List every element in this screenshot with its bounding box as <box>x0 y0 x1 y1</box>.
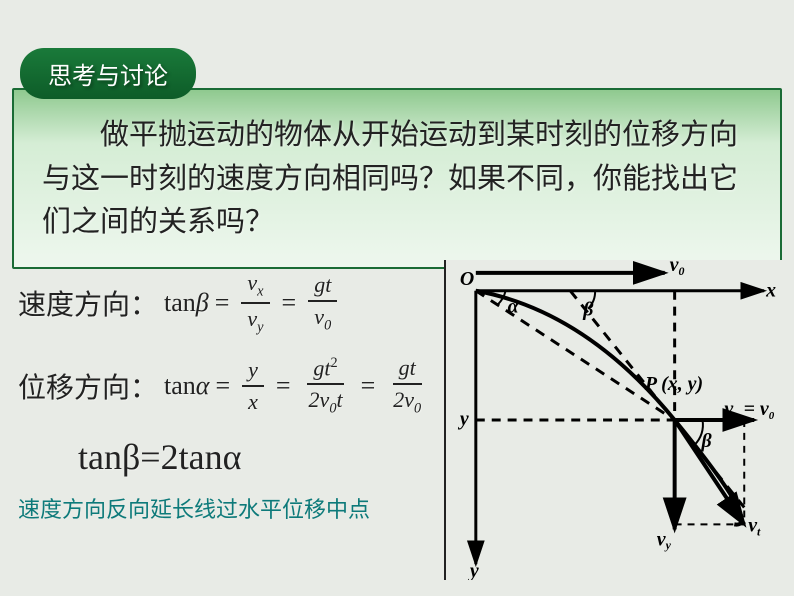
equals: = <box>361 371 376 401</box>
displacement-line <box>476 291 675 420</box>
v0-label: v0 <box>670 260 685 278</box>
displacement-label: 位移方向： <box>18 366 158 406</box>
result-equation: tanβ=2tanα <box>78 436 438 478</box>
p-label: P (x, y) <box>644 373 703 395</box>
equals: = <box>276 371 291 401</box>
x-label: x <box>765 280 776 302</box>
velocity-frac1: vx vy <box>241 270 269 337</box>
displacement-direction-row: 位移方向： tanα = y x = gt2 2v0t = gt 2v0 <box>18 355 438 418</box>
equals: = <box>282 288 297 318</box>
velocity-direction-row: 速度方向： tanβ = vx vy = gt v0 <box>18 270 438 337</box>
trajectory <box>476 291 742 525</box>
beta-label-p: β <box>700 430 712 452</box>
y-horiz-label: y <box>458 408 469 430</box>
velocity-label: 速度方向： <box>18 283 158 323</box>
origin-label: O <box>460 268 474 290</box>
velocity-lhs: tanβ <box>164 288 209 318</box>
equals: = <box>215 288 230 318</box>
vy-label: vy <box>657 528 672 552</box>
alpha-label: α <box>508 296 520 318</box>
equals: = <box>215 371 230 401</box>
formulas-area: 速度方向： tanβ = vx vy = gt v0 位移方向： tanα = … <box>18 270 438 524</box>
footnote: 速度方向反向延长线过水平位移中点 <box>18 492 438 524</box>
diagram-svg: O v0 x y α β P (x, y) y β vx = v0 vy vt <box>446 260 784 580</box>
disp-frac1: y x <box>242 357 264 415</box>
vx-label: vx = v0 <box>724 398 774 422</box>
question-box: 做平抛运动的物体从开始运动到某时刻的位移方向与这一时刻的速度方向相同吗？如果不同… <box>12 88 782 269</box>
displacement-lhs: tanα <box>164 371 209 401</box>
projectile-diagram: O v0 x y α β P (x, y) y β vx = v0 vy vt <box>444 260 784 580</box>
question-text: 做平抛运动的物体从开始运动到某时刻的位移方向与这一时刻的速度方向相同吗？如果不同… <box>42 119 738 238</box>
header-title: 思考与讨论 <box>48 64 168 90</box>
y-label: y <box>468 560 479 580</box>
velocity-frac2: gt v0 <box>308 272 337 334</box>
vt-label: vt <box>748 514 761 538</box>
disp-frac2: gt2 2v0t <box>303 355 349 418</box>
disp-frac3: gt 2v0 <box>387 355 427 417</box>
beta-label-top: β <box>582 299 594 321</box>
header-tab: 思考与讨论 <box>20 48 196 99</box>
